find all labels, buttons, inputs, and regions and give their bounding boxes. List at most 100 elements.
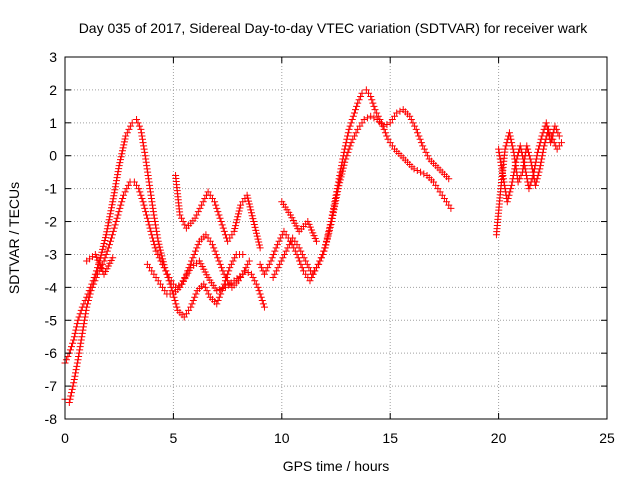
data-point: [247, 206, 255, 214]
data-point: [210, 244, 218, 252]
series-track-j: [495, 119, 563, 206]
data-point: [411, 122, 419, 130]
data-point: [79, 323, 87, 331]
data-point: [334, 185, 342, 193]
data-point: [551, 122, 559, 130]
data-point: [227, 260, 235, 268]
data-point: [323, 235, 331, 243]
data-point: [212, 201, 220, 209]
data-point: [254, 283, 262, 291]
data-point: [272, 267, 280, 275]
data-point: [511, 165, 519, 173]
data-point: [234, 210, 242, 218]
data-point: [341, 158, 349, 166]
data-point: [496, 152, 504, 160]
data-point: [186, 260, 194, 268]
data-point: [189, 297, 197, 305]
x-tick-label: 5: [170, 430, 178, 446]
data-point: [270, 250, 278, 258]
data-point: [88, 280, 96, 288]
data-point: [111, 186, 119, 194]
data-point: [212, 250, 220, 258]
data-point: [219, 224, 227, 232]
data-point: [245, 257, 253, 265]
data-point: [217, 290, 225, 298]
data-point: [78, 333, 86, 341]
data-point: [514, 178, 522, 186]
data-point: [343, 152, 351, 160]
data-point: [108, 201, 116, 209]
data-point: [346, 142, 354, 150]
data-point: [201, 283, 209, 291]
data-point: [260, 303, 268, 311]
data-point: [284, 244, 292, 252]
data-point: [153, 227, 161, 235]
data-point: [103, 247, 111, 255]
data-point: [505, 129, 513, 137]
data-point: [83, 293, 91, 301]
data-point: [103, 228, 111, 236]
data-point: [245, 200, 253, 208]
data-point: [139, 198, 147, 206]
data-point: [419, 142, 427, 150]
data-point: [231, 224, 239, 232]
y-tick-label: -2: [45, 214, 58, 230]
data-point: [64, 352, 72, 360]
data-point: [246, 203, 254, 211]
data-point: [118, 147, 126, 155]
data-point: [109, 195, 117, 203]
data-point: [157, 249, 165, 257]
data-point: [498, 168, 506, 176]
data-point: [70, 333, 78, 341]
series-track-h: [278, 198, 320, 245]
data-point: [250, 220, 258, 228]
data-point: [201, 195, 209, 203]
data-point: [369, 99, 377, 107]
data-point: [121, 188, 129, 196]
data-point: [500, 178, 508, 186]
data-point: [137, 129, 145, 137]
data-point: [119, 195, 127, 203]
data-point: [89, 277, 97, 285]
data-point: [321, 244, 329, 252]
data-point: [420, 170, 428, 178]
data-point: [332, 197, 340, 205]
data-point: [409, 119, 417, 127]
data-point: [213, 300, 221, 308]
data-point: [192, 247, 200, 255]
data-point: [71, 372, 79, 380]
data-point: [112, 180, 120, 188]
data-point: [506, 188, 514, 196]
data-point: [275, 237, 283, 245]
data-point: [367, 112, 375, 120]
data-point: [78, 329, 86, 337]
data-point: [381, 129, 389, 137]
data-point: [523, 142, 531, 150]
y-tick-label: -1: [45, 181, 58, 197]
data-point: [142, 208, 150, 216]
data-point: [137, 191, 145, 199]
data-point: [102, 250, 110, 258]
data-point: [258, 264, 266, 272]
data-point: [62, 356, 70, 364]
data-point: [259, 300, 267, 308]
data-point: [99, 242, 107, 250]
data-point: [312, 237, 320, 245]
data-point: [124, 181, 132, 189]
data-point: [497, 158, 505, 166]
data-point: [75, 352, 83, 360]
data-point: [97, 251, 105, 259]
y-axis-title: SDTVAR / TECUs: [6, 182, 22, 294]
data-point: [91, 270, 99, 278]
data-point: [407, 116, 415, 124]
data-point: [333, 191, 341, 199]
data-point: [218, 287, 226, 295]
data-point: [305, 264, 313, 272]
data-point: [220, 227, 228, 235]
data-point: [67, 392, 75, 400]
series-track-e: [143, 231, 268, 311]
data-point: [120, 191, 128, 199]
data-point: [352, 129, 360, 137]
data-point: [118, 198, 126, 206]
data-point: [424, 152, 432, 160]
